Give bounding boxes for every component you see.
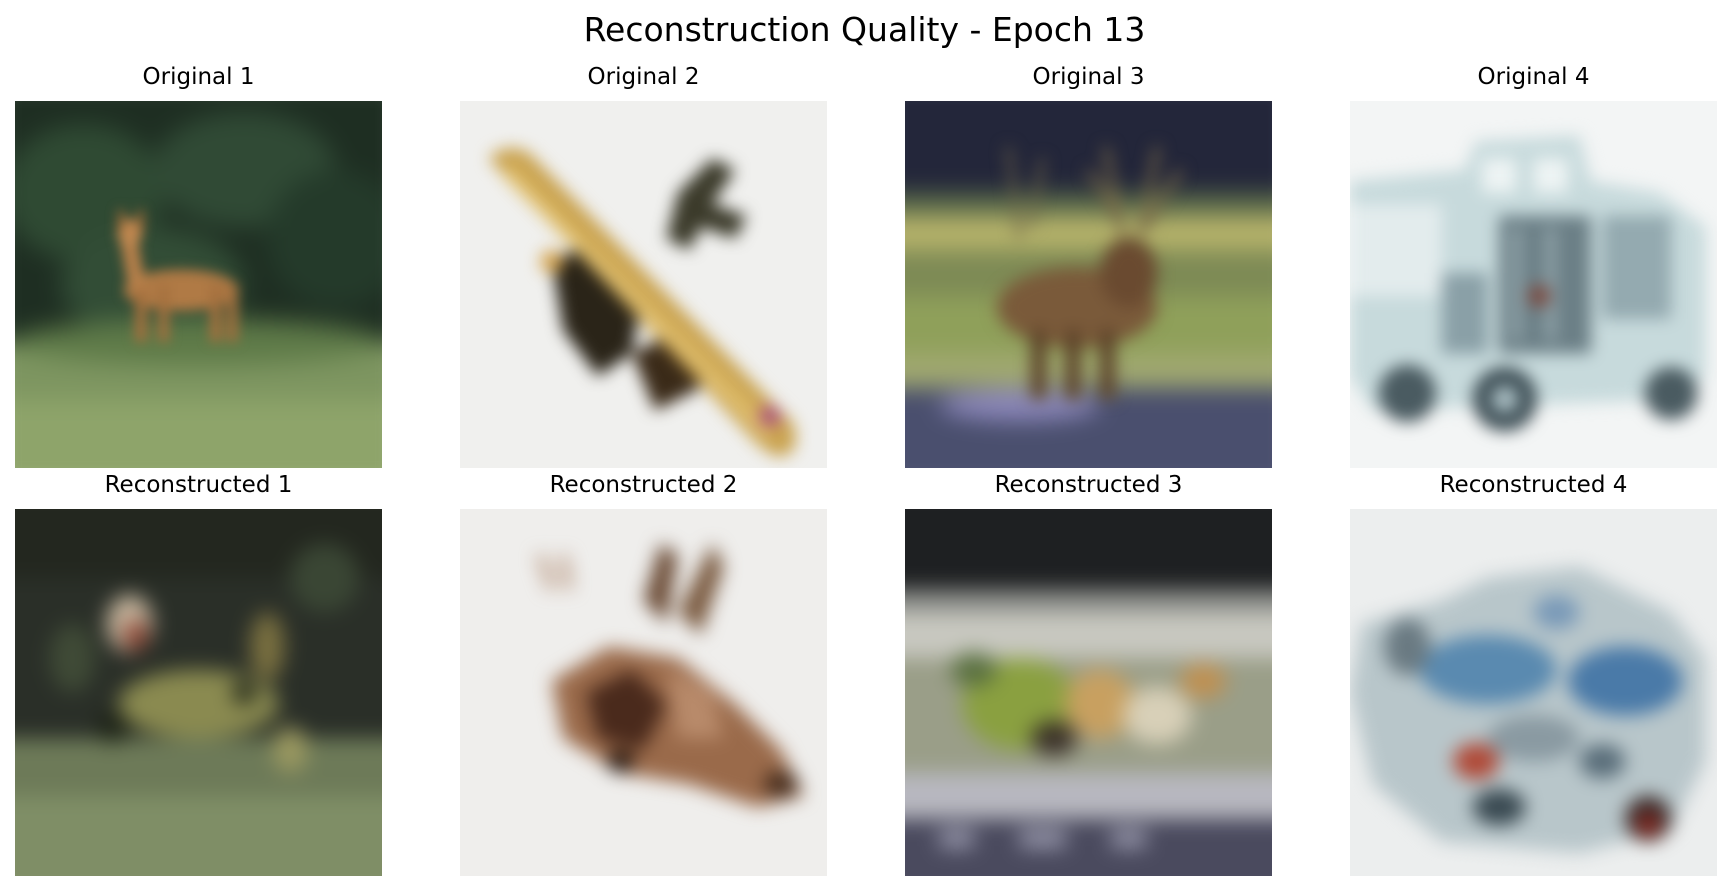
reconstructed-image-1 [15, 509, 382, 876]
panel-reconstructed-1: Reconstructed 1 [15, 470, 382, 876]
panel-original-3: Original 3 [905, 62, 1272, 468]
panel-title: Original 2 [587, 64, 700, 90]
original-image-2 [460, 101, 827, 468]
panel-reconstructed-2: Reconstructed 2 [460, 470, 827, 876]
panel-original-4: Original 4 [1350, 62, 1717, 468]
original-image-4 [1350, 101, 1717, 468]
panel-original-1: Original 1 [15, 62, 382, 468]
reconstructed-image-3 [905, 509, 1272, 876]
panel-title: Original 4 [1477, 64, 1590, 90]
panel-reconstructed-4: Reconstructed 4 [1350, 470, 1717, 876]
panel-reconstructed-3: Reconstructed 3 [905, 470, 1272, 876]
panel-title: Reconstructed 3 [994, 472, 1183, 498]
panel-title: Original 1 [142, 64, 255, 90]
panel-title: Reconstructed 4 [1439, 472, 1628, 498]
panel-title: Reconstructed 1 [104, 472, 293, 498]
figure-title: Reconstruction Quality - Epoch 13 [583, 10, 1146, 49]
original-image-3 [905, 101, 1272, 468]
panel-title: Reconstructed 2 [549, 472, 738, 498]
panel-title: Original 3 [1032, 64, 1145, 90]
panel-original-2: Original 2 [460, 62, 827, 468]
original-image-1 [15, 101, 382, 468]
reconstructed-image-4 [1350, 509, 1717, 876]
reconstructed-image-2 [460, 509, 827, 876]
